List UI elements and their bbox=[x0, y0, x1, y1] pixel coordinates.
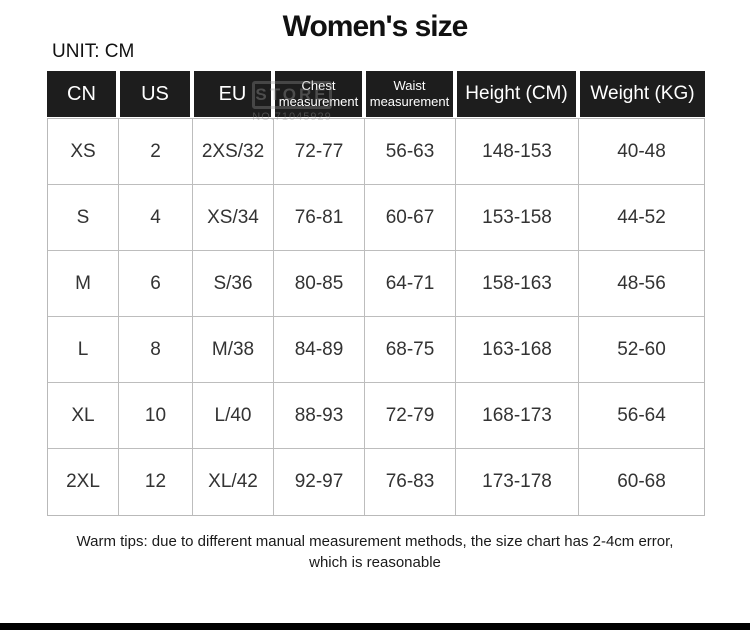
table-cell: L bbox=[48, 317, 119, 383]
table-cell: S/36 bbox=[193, 251, 274, 317]
table-cell: 4 bbox=[119, 185, 193, 251]
column-header-height: Height (CM) bbox=[457, 71, 576, 117]
table-cell: 158-163 bbox=[456, 251, 579, 317]
table-cell: M/38 bbox=[193, 317, 274, 383]
table-cell: XL/42 bbox=[193, 449, 274, 515]
table-cell: 8 bbox=[119, 317, 193, 383]
table-cell: XL bbox=[48, 383, 119, 449]
table-cell: 64-71 bbox=[365, 251, 456, 317]
size-table: CN US EU Chest measurement Waist measure… bbox=[47, 71, 705, 516]
table-cell: 148-153 bbox=[456, 119, 579, 185]
table-cell: 76-81 bbox=[274, 185, 365, 251]
table-cell: 48-56 bbox=[579, 251, 704, 317]
table-cell: 6 bbox=[119, 251, 193, 317]
table-cell: 173-178 bbox=[456, 449, 579, 515]
table-cell: 88-93 bbox=[274, 383, 365, 449]
column-header-weight: Weight (KG) bbox=[580, 71, 705, 117]
warm-tips-line1: Warm tips: due to different manual measu… bbox=[76, 533, 674, 550]
table-cell: 153-158 bbox=[456, 185, 579, 251]
column-header-waist: Waist measurement bbox=[366, 71, 453, 117]
warm-tips-line2: which is reasonable bbox=[309, 554, 441, 571]
table-cell: XS/34 bbox=[193, 185, 274, 251]
table-cell: 12 bbox=[119, 449, 193, 515]
table-cell: 10 bbox=[119, 383, 193, 449]
bottom-black-bar bbox=[0, 623, 750, 630]
page-title: Women's size bbox=[282, 10, 469, 43]
table-cell: 56-64 bbox=[579, 383, 704, 449]
unit-label: UNIT: CM bbox=[52, 41, 135, 62]
table-cell: L/40 bbox=[193, 383, 274, 449]
table-cell: 2 bbox=[119, 119, 193, 185]
table-cell: 72-77 bbox=[274, 119, 365, 185]
table-cell: 2XL bbox=[48, 449, 119, 515]
table-cell: 60-68 bbox=[579, 449, 704, 515]
table-cell: S bbox=[48, 185, 119, 251]
table-cell: 40-48 bbox=[579, 119, 704, 185]
table-cell: 76-83 bbox=[365, 449, 456, 515]
table-cell: 44-52 bbox=[579, 185, 704, 251]
table-cell: 84-89 bbox=[274, 317, 365, 383]
table-cell: 60-67 bbox=[365, 185, 456, 251]
table-cell: M bbox=[48, 251, 119, 317]
table-cell: 168-173 bbox=[456, 383, 579, 449]
table-cell: 68-75 bbox=[365, 317, 456, 383]
table-cell: 80-85 bbox=[274, 251, 365, 317]
warm-tips: Warm tips: due to different manual measu… bbox=[0, 531, 750, 573]
table-cell: 163-168 bbox=[456, 317, 579, 383]
table-cell: 2XS/32 bbox=[193, 119, 274, 185]
table-cell: 56-63 bbox=[365, 119, 456, 185]
table-body: XS 2 2XS/32 72-77 56-63 148-153 40-48 S … bbox=[47, 118, 705, 516]
column-header-chest: Chest measurement bbox=[275, 71, 362, 117]
table-cell: XS bbox=[48, 119, 119, 185]
column-header-eu: EU bbox=[194, 71, 271, 117]
table-header-row: CN US EU Chest measurement Waist measure… bbox=[47, 71, 705, 117]
column-header-us: US bbox=[120, 71, 190, 117]
column-header-cn: CN bbox=[47, 71, 116, 117]
table-cell: 72-79 bbox=[365, 383, 456, 449]
table-cell: 92-97 bbox=[274, 449, 365, 515]
table-cell: 52-60 bbox=[579, 317, 704, 383]
